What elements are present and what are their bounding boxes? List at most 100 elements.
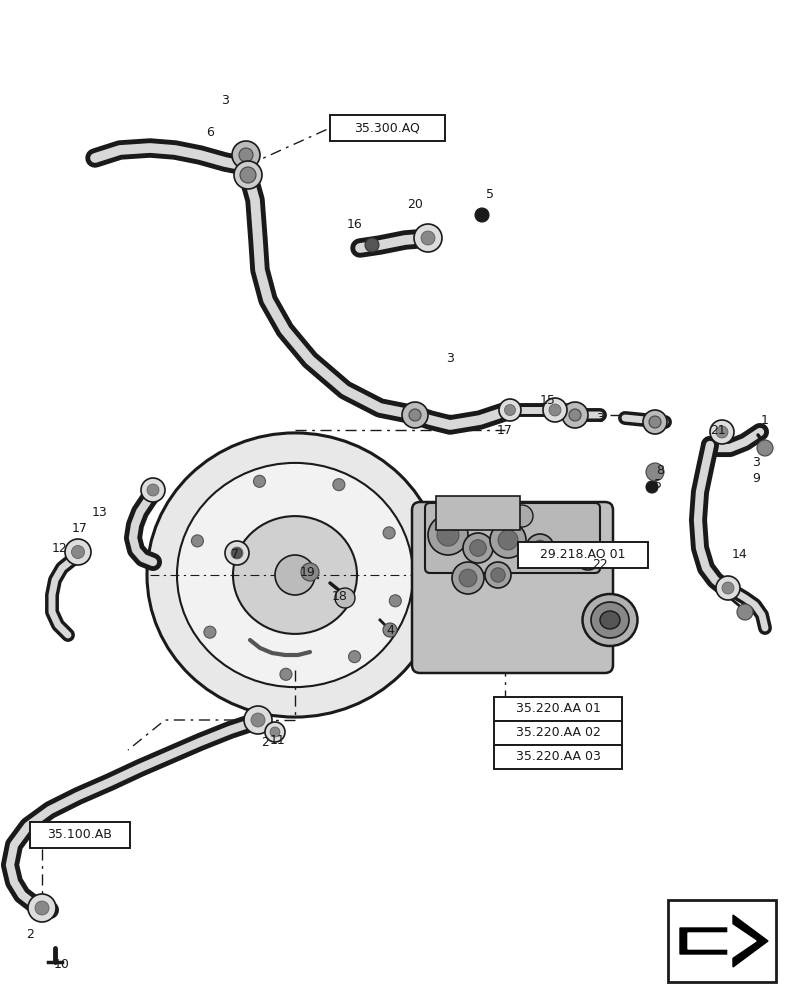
Circle shape [646,481,657,493]
Circle shape [335,588,354,608]
Circle shape [141,478,165,502]
Text: 8: 8 [655,464,663,477]
Circle shape [414,224,441,252]
Circle shape [489,522,526,558]
Text: 19: 19 [300,566,315,580]
Circle shape [575,546,599,570]
Circle shape [721,582,733,594]
Text: 20: 20 [406,198,423,212]
Circle shape [526,534,553,562]
Text: 5: 5 [486,188,493,202]
Circle shape [648,416,660,428]
Ellipse shape [599,611,620,629]
FancyBboxPatch shape [411,502,612,673]
Text: 6: 6 [206,125,213,138]
Circle shape [462,533,492,563]
Circle shape [642,410,666,434]
Circle shape [646,463,663,481]
Circle shape [28,894,56,922]
Text: 10: 10 [54,958,70,972]
Circle shape [548,404,560,416]
Circle shape [383,623,397,637]
FancyBboxPatch shape [493,721,621,745]
Circle shape [333,479,345,491]
Text: 21: 21 [710,424,725,436]
Circle shape [459,569,476,587]
Polygon shape [679,915,767,967]
Circle shape [232,141,260,169]
Circle shape [715,426,727,438]
Circle shape [253,475,265,487]
Text: 35.220.AA 01: 35.220.AA 01 [515,702,599,716]
Circle shape [427,515,467,555]
Circle shape [436,524,458,546]
Circle shape [756,440,772,456]
FancyBboxPatch shape [517,542,647,568]
Circle shape [715,576,739,600]
Text: 5: 5 [653,479,661,491]
Text: 11: 11 [270,734,285,746]
FancyBboxPatch shape [424,503,599,573]
Circle shape [234,161,262,189]
Text: 18: 18 [332,589,347,602]
Circle shape [348,651,360,663]
Circle shape [581,552,594,564]
Text: 14: 14 [732,548,747,562]
Circle shape [264,722,285,742]
Circle shape [147,484,159,496]
Circle shape [581,552,594,564]
Circle shape [301,563,319,581]
Text: 3: 3 [221,94,229,106]
Text: 35.100.AB: 35.100.AB [48,828,112,842]
Circle shape [474,208,488,222]
Text: 15: 15 [539,393,556,406]
Circle shape [484,562,510,588]
Text: 17: 17 [72,522,88,534]
Circle shape [388,595,401,607]
Circle shape [240,167,255,183]
Circle shape [709,420,733,444]
Ellipse shape [147,433,443,717]
Circle shape [191,535,204,547]
Ellipse shape [590,602,629,638]
Ellipse shape [581,594,637,646]
Circle shape [238,148,253,162]
Circle shape [470,540,486,556]
Circle shape [409,409,420,421]
Circle shape [383,527,395,539]
Bar [667,900,775,982]
Circle shape [71,546,84,558]
Text: 7: 7 [230,548,238,562]
Circle shape [204,626,216,638]
Circle shape [478,505,497,525]
Text: 2: 2 [261,736,268,748]
Circle shape [280,668,292,680]
FancyBboxPatch shape [436,496,519,530]
Text: 35.220.AA 02: 35.220.AA 02 [515,726,599,740]
Circle shape [497,530,517,550]
Text: 3: 3 [445,352,453,364]
Circle shape [225,541,249,565]
Circle shape [232,548,242,558]
Text: 9: 9 [751,472,759,485]
Circle shape [569,409,581,421]
Circle shape [443,506,466,530]
Circle shape [420,231,435,245]
Text: 1: 1 [760,414,768,426]
Text: 16: 16 [346,218,363,231]
Text: 13: 13 [92,506,108,520]
Circle shape [543,398,566,422]
Circle shape [532,540,547,556]
Circle shape [401,402,427,428]
Text: 29.218.AO 01: 29.218.AO 01 [539,548,625,562]
Circle shape [510,505,532,527]
Ellipse shape [177,463,413,687]
Circle shape [561,402,587,428]
Circle shape [504,404,515,416]
Text: 35.300.AQ: 35.300.AQ [354,121,420,134]
FancyBboxPatch shape [30,822,130,848]
Ellipse shape [233,516,357,634]
Text: 12: 12 [52,542,68,554]
FancyBboxPatch shape [329,115,444,141]
Circle shape [243,706,272,734]
